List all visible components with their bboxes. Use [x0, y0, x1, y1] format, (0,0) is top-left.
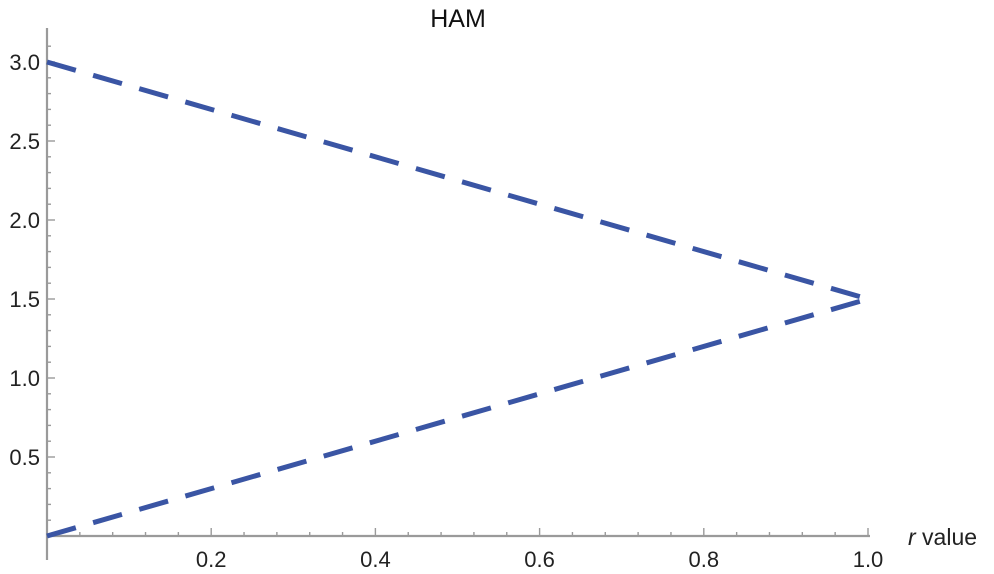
x-tick-label: 0.2: [196, 547, 227, 572]
x-axis-label: r value: [908, 524, 977, 550]
y-tick-label: 3.0: [9, 50, 40, 75]
y-tick-label: 0.5: [9, 445, 40, 470]
minor-ticks: [47, 45, 836, 536]
x-axis-label-text: value: [916, 524, 977, 550]
y-tick-label: 2.5: [9, 129, 40, 154]
series-line-1: [46, 59, 869, 302]
major-ticks: [47, 61, 869, 536]
x-tick-label: 0.6: [524, 547, 555, 572]
series-group: [46, 59, 869, 539]
y-tick-label: 1.0: [9, 366, 40, 391]
y-tick-label: 1.5: [9, 287, 40, 312]
x-tick-label: 0.4: [360, 547, 391, 572]
series-line-2: [46, 296, 869, 539]
x-tick-labels: 0.2 0.4 0.6 0.8 1.0: [196, 547, 883, 572]
chart-title: HAM: [430, 5, 486, 33]
x-tick-label: 0.8: [689, 547, 720, 572]
y-tick-labels: 0.5 1.0 1.5 2.0 2.5 3.0: [9, 50, 40, 470]
y-tick-label: 2.0: [9, 208, 40, 233]
x-tick-label: 1.0: [853, 547, 884, 572]
x-axis-label-variable: r: [908, 524, 917, 550]
